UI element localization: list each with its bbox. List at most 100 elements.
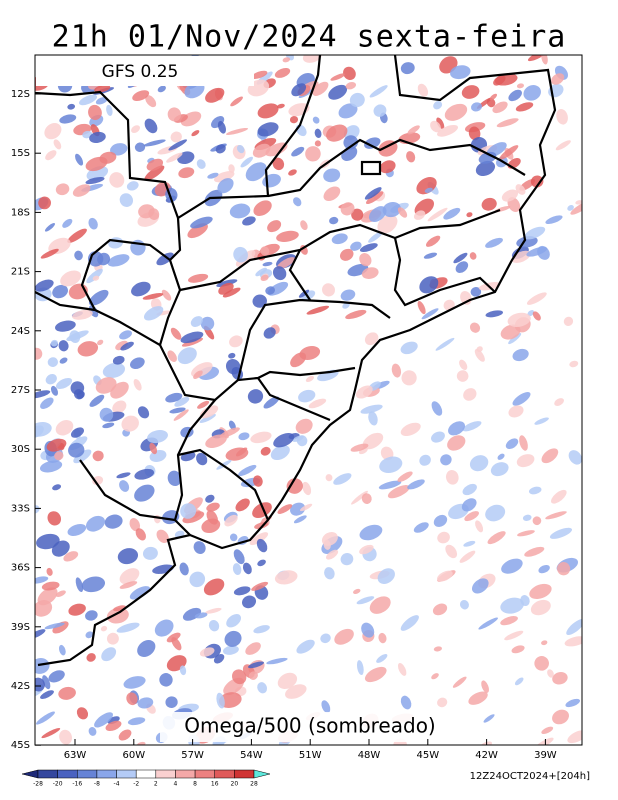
field-blob: [433, 514, 448, 527]
field-blob: [340, 553, 354, 566]
field-blob: [435, 337, 455, 351]
field-blob: [119, 480, 130, 492]
field-blob: [552, 709, 569, 725]
field-blob: [265, 142, 288, 157]
colorbar-end: [21, 769, 39, 779]
field-blob: [187, 223, 208, 239]
field-blob: [149, 442, 158, 455]
field-blob: [444, 103, 468, 121]
run-label: 12Z24OCT2024+[204h]: [470, 771, 590, 782]
field-blob: [161, 289, 172, 301]
field-blob: [116, 472, 131, 479]
field-blob: [551, 73, 565, 85]
field-blob: [235, 498, 250, 512]
field-blob: [387, 485, 410, 499]
field-blob: [119, 193, 134, 207]
field-blob: [55, 420, 74, 436]
field-blob: [436, 117, 445, 130]
field-blob: [298, 389, 316, 403]
field-blob: [468, 126, 481, 141]
field-blob: [534, 656, 549, 671]
field-blob: [400, 62, 415, 75]
field-blob: [113, 605, 126, 612]
field-blob: [323, 186, 341, 201]
field-blob: [306, 305, 330, 315]
field-blob: [296, 435, 308, 447]
colorbar-tick-label: -4: [114, 781, 120, 788]
field-blob: [260, 274, 269, 282]
field-blob: [534, 417, 549, 425]
field-blob: [505, 438, 519, 450]
field-blob: [45, 150, 57, 161]
field-blob: [217, 178, 234, 194]
field-blob: [453, 252, 468, 264]
field-blob: [44, 223, 55, 232]
field-blob: [397, 471, 413, 482]
field-blob: [252, 294, 267, 308]
field-blob: [512, 392, 531, 406]
field-blob: [342, 302, 350, 309]
lon-labels: 63W 60W 57W 54W 51W 48W 45W 42W 39W: [64, 739, 557, 761]
field-blob: [455, 261, 469, 273]
colorbar-tick-label: 28: [250, 781, 258, 788]
field-blob: [134, 468, 155, 480]
field-blob: [500, 597, 524, 614]
field-blob: [534, 737, 554, 745]
field-blob: [481, 680, 489, 693]
field-blob: [242, 562, 252, 575]
field-blob: [349, 92, 365, 108]
field-blob: [529, 583, 552, 599]
field-blob: [494, 73, 518, 86]
border: [173, 399, 216, 536]
field-blob: [401, 370, 417, 386]
field-blob: [459, 359, 468, 371]
field-blob: [487, 531, 506, 545]
field-blob: [570, 201, 582, 215]
field-blob: [413, 210, 426, 220]
field-blob: [129, 518, 141, 532]
field-blob: [437, 124, 458, 137]
field-blob: [99, 151, 117, 164]
field-blob: [302, 55, 323, 63]
field-blob: [364, 332, 379, 346]
field-blob: [245, 642, 261, 655]
field-blob: [48, 670, 65, 683]
field-blob: [54, 451, 64, 461]
field-blob: [492, 101, 508, 114]
field-blob: [537, 245, 550, 260]
field-blob: [512, 348, 529, 362]
field-blob: [568, 450, 582, 465]
field-blob: [167, 107, 182, 122]
field-blob: [40, 690, 54, 699]
border: [179, 208, 501, 292]
boundaries: [35, 55, 557, 667]
field-blob: [248, 661, 264, 669]
field-blob: [46, 438, 67, 452]
field-blob: [44, 622, 65, 630]
field-blob: [137, 741, 146, 745]
lat-labels: 12S 15S 18S 21S 24S 27S 30S 33S 36S 39S 42S 45S: [11, 89, 41, 751]
field-blob: [182, 511, 205, 524]
field-blob: [532, 311, 541, 321]
field-blob: [85, 515, 106, 532]
field-blob: [424, 187, 433, 193]
field-blob: [320, 633, 331, 644]
field-blob: [58, 644, 66, 656]
field-blob: [538, 564, 550, 574]
field-blob: [272, 157, 285, 171]
field-blob: [157, 85, 166, 93]
field-blob: [148, 208, 160, 220]
field-blob: [299, 346, 321, 361]
field-blob: [190, 216, 213, 229]
field-blob: [469, 252, 477, 260]
field-blob: [308, 398, 327, 409]
field-blob: [52, 284, 68, 299]
colorbar-tick-label: 2: [154, 781, 158, 788]
border: [79, 459, 176, 522]
colorbar-tick-label: -20: [53, 781, 63, 788]
field-blob: [470, 102, 482, 112]
field-blob: [359, 544, 374, 555]
field-blob: [126, 692, 138, 706]
field-blob: [59, 114, 77, 124]
field-blob: [517, 530, 535, 537]
